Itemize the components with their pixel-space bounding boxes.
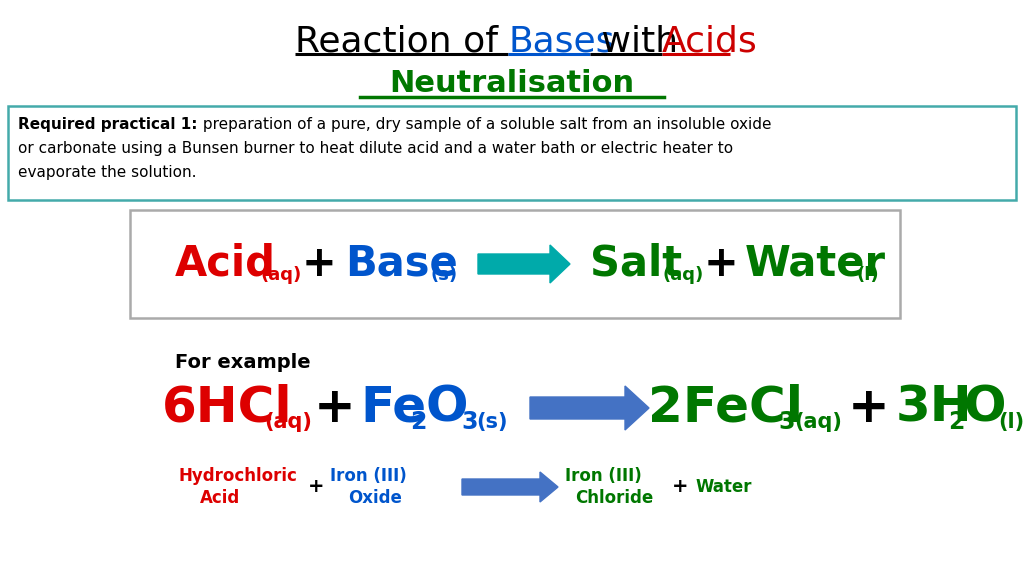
FancyBboxPatch shape	[130, 210, 900, 318]
Text: (l): (l)	[856, 266, 879, 284]
Text: Iron (III): Iron (III)	[565, 467, 642, 485]
FancyArrow shape	[530, 386, 649, 430]
Text: or carbonate using a Bunsen burner to heat dilute acid and a water bath or elect: or carbonate using a Bunsen burner to he…	[18, 141, 733, 156]
Text: 3: 3	[778, 410, 795, 434]
Text: O: O	[425, 384, 468, 432]
Text: 6HCl: 6HCl	[162, 384, 293, 432]
Text: (aq): (aq)	[260, 266, 301, 284]
Text: Hydrochloric: Hydrochloric	[178, 467, 297, 485]
Text: Iron (III): Iron (III)	[330, 467, 407, 485]
Text: +: +	[302, 243, 337, 285]
Text: Bases: Bases	[508, 25, 614, 59]
Text: +: +	[314, 384, 355, 432]
FancyArrow shape	[478, 245, 570, 283]
Text: 2FeCl: 2FeCl	[648, 384, 803, 432]
Text: Water: Water	[745, 243, 886, 285]
Text: Required practical 1:: Required practical 1:	[18, 116, 198, 131]
Text: with: with	[590, 25, 689, 59]
Text: +: +	[308, 478, 325, 497]
Text: Acids: Acids	[662, 25, 758, 59]
Text: Chloride: Chloride	[575, 489, 653, 507]
Text: 2: 2	[410, 410, 426, 434]
Text: (aq): (aq)	[264, 412, 312, 432]
Text: (aq): (aq)	[794, 412, 842, 432]
Text: Water: Water	[696, 478, 753, 496]
Text: Base: Base	[345, 243, 458, 285]
Text: +: +	[705, 243, 738, 285]
Text: Acid: Acid	[175, 243, 276, 285]
Text: Fe: Fe	[360, 384, 426, 432]
FancyArrow shape	[462, 472, 558, 502]
Text: preparation of a pure, dry sample of a soluble salt from an insoluble oxide: preparation of a pure, dry sample of a s…	[198, 116, 771, 131]
Text: Neutralisation: Neutralisation	[389, 69, 635, 97]
Text: Salt: Salt	[590, 243, 682, 285]
Text: 2: 2	[948, 410, 965, 434]
Text: Oxide: Oxide	[348, 489, 401, 507]
Text: (l): (l)	[998, 412, 1024, 432]
Text: +: +	[848, 384, 890, 432]
Text: Reaction of: Reaction of	[295, 25, 510, 59]
Text: (aq): (aq)	[663, 266, 705, 284]
Text: +: +	[672, 478, 688, 497]
FancyBboxPatch shape	[8, 106, 1016, 200]
Text: 3: 3	[461, 410, 477, 434]
Text: 3H: 3H	[896, 384, 973, 432]
Text: evaporate the solution.: evaporate the solution.	[18, 165, 197, 180]
Text: O: O	[963, 384, 1006, 432]
Text: For example: For example	[175, 354, 310, 373]
Text: (s): (s)	[430, 266, 457, 284]
Text: (s): (s)	[476, 412, 508, 432]
Text: Acid: Acid	[200, 489, 241, 507]
